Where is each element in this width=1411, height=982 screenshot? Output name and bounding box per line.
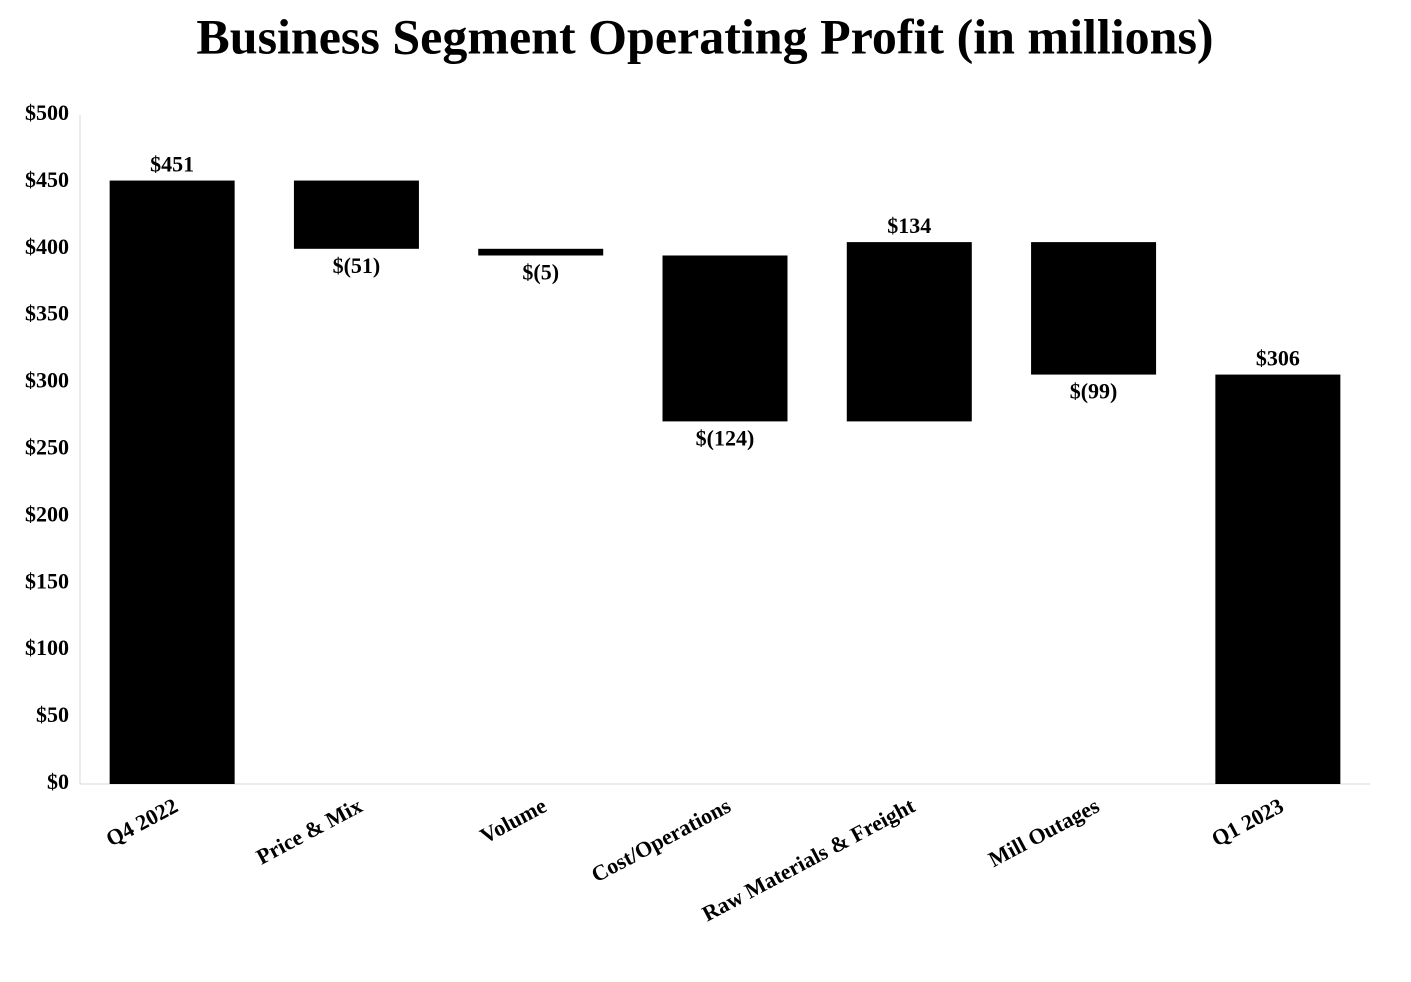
bar	[109, 180, 235, 784]
value-label: $(124)	[696, 425, 755, 450]
bar	[1031, 242, 1157, 375]
bar	[846, 242, 972, 422]
value-label: $451	[150, 152, 194, 177]
bar	[293, 180, 419, 249]
y-tick-label: $250	[25, 435, 69, 460]
y-tick-label: $200	[25, 501, 69, 526]
y-tick-label: $50	[36, 702, 69, 727]
chart-title: Business Segment Operating Profit (in mi…	[196, 8, 1213, 64]
bar	[1215, 374, 1341, 784]
value-label: $134	[887, 213, 931, 238]
y-tick-label: $400	[25, 234, 69, 259]
x-tick-label: Q4 2022	[102, 793, 182, 852]
y-tick-label: $350	[25, 301, 69, 326]
value-label: $306	[1256, 346, 1300, 371]
value-label: $(99)	[1070, 379, 1118, 404]
bar	[478, 248, 604, 256]
y-tick-label: $100	[25, 635, 69, 660]
y-tick-label: $500	[25, 100, 69, 125]
y-tick-label: $0	[47, 769, 69, 794]
bar	[662, 255, 788, 422]
value-label: $(51)	[333, 253, 381, 278]
y-tick-label: $300	[25, 368, 69, 393]
value-label: $(5)	[522, 260, 559, 285]
y-tick-label: $150	[25, 568, 69, 593]
x-tick-label: Mill Outages	[984, 793, 1103, 872]
x-tick-label: Q1 2023	[1207, 793, 1287, 852]
y-tick-label: $450	[25, 167, 69, 192]
x-tick-label: Volume	[476, 793, 551, 849]
x-tick-label: Price & Mix	[252, 793, 366, 870]
x-tick-label: Cost/Operations	[587, 793, 735, 888]
